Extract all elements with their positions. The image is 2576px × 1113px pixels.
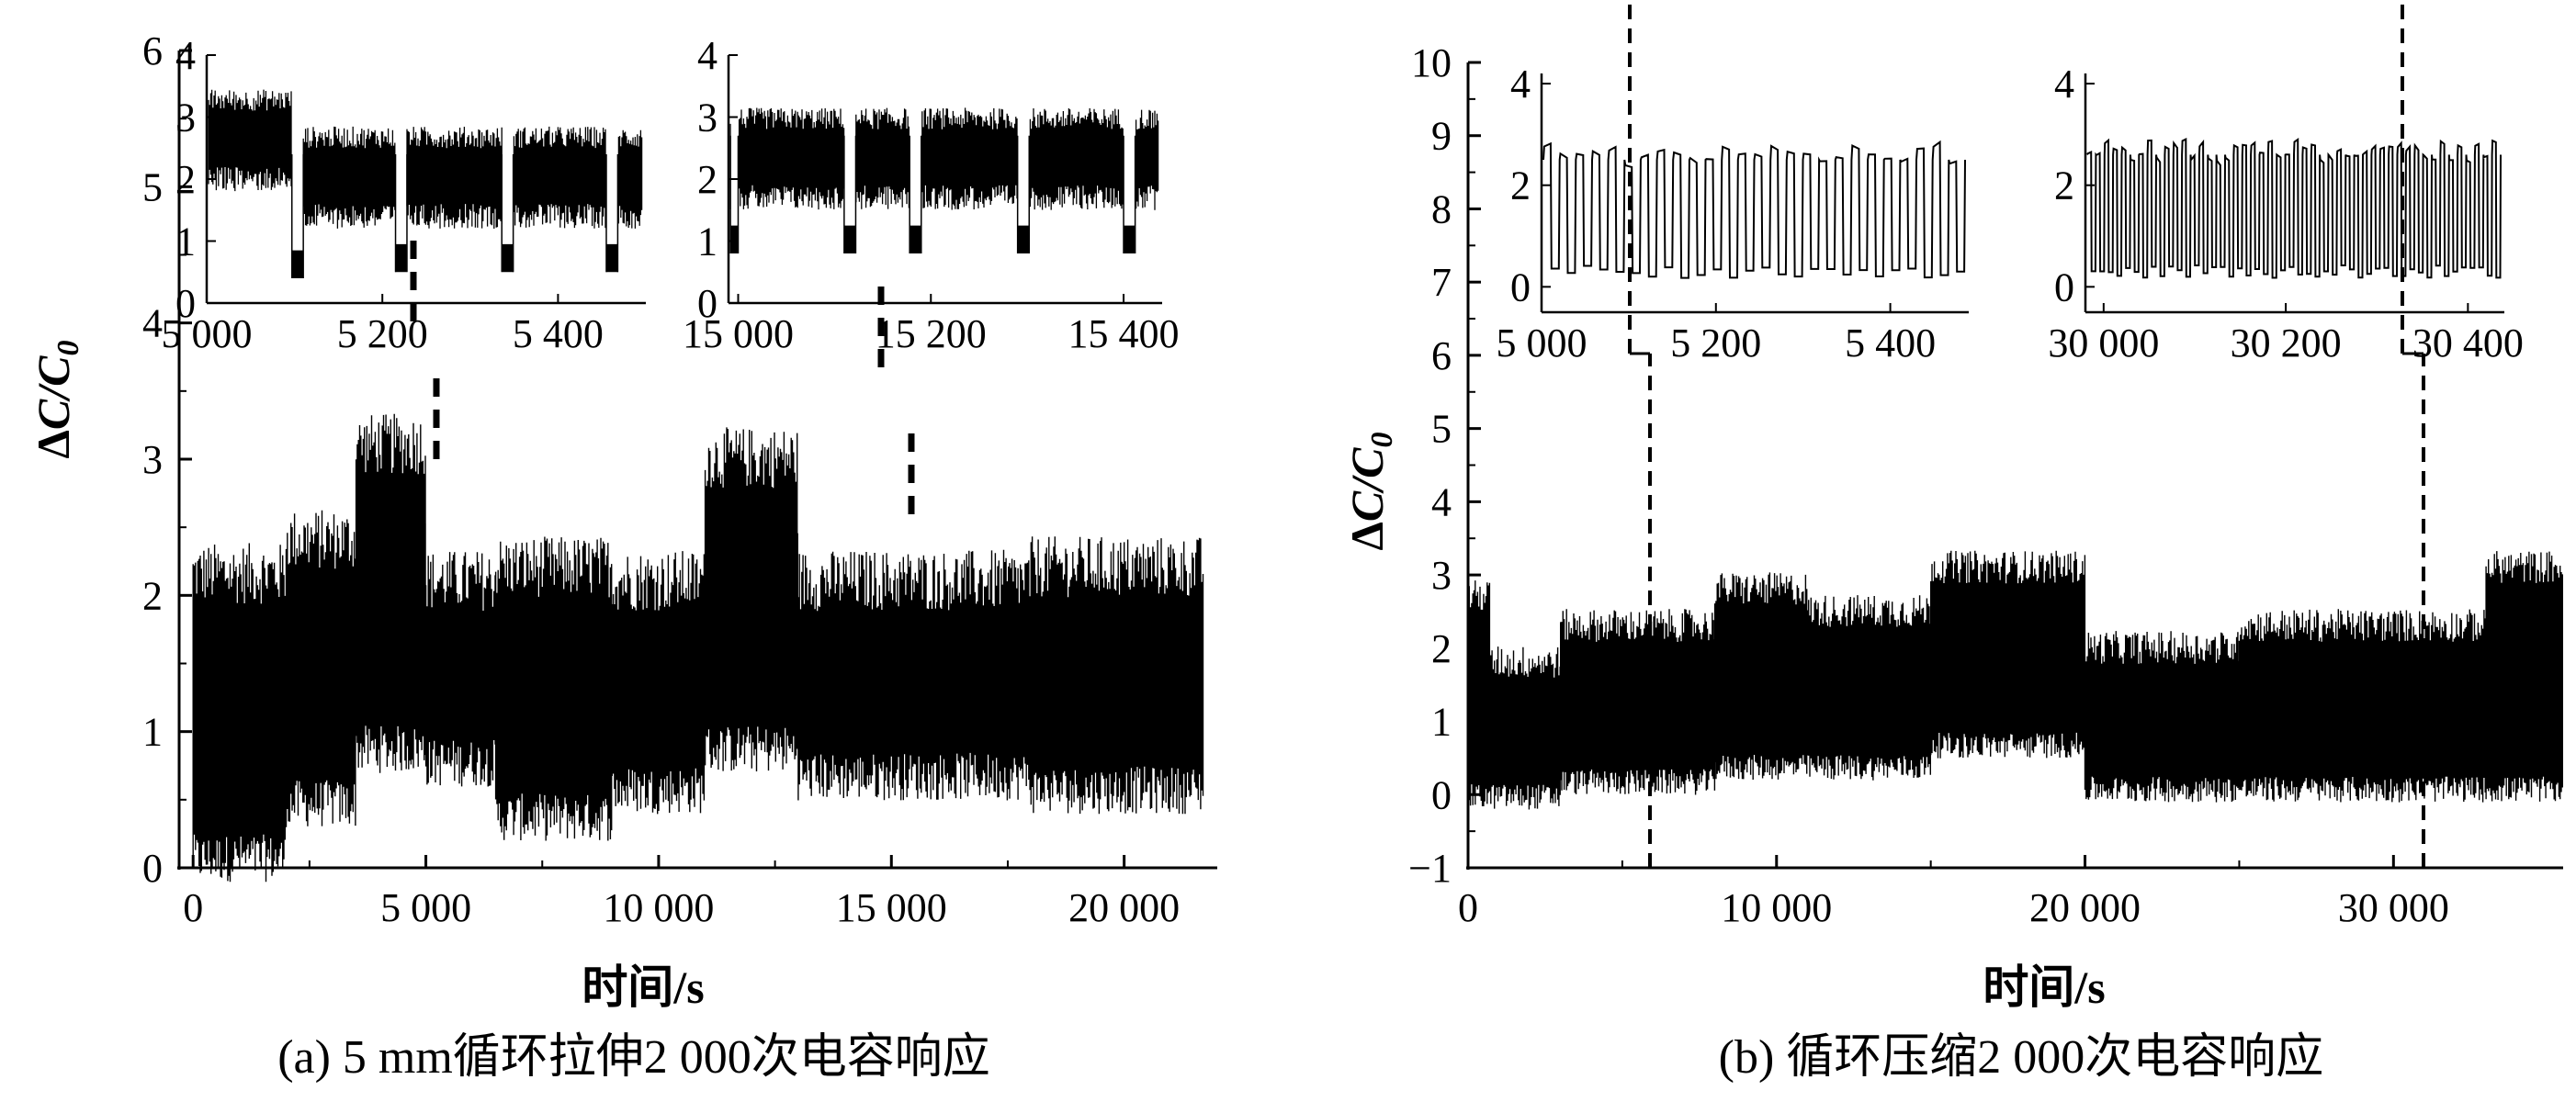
panel-a-series-0-line: [192, 413, 1204, 883]
panel-b-inset-0: 0 2 4 5 000 5 200 5 400: [1497, 62, 1969, 365]
panel-b-inset-0-x-tick-label: 5 400: [1845, 320, 1936, 365]
panel-b-inset-0-y-tick-label: 4: [1510, 62, 1531, 107]
panel-b-y-tick-label: 9: [1431, 114, 1452, 159]
panel-b-y-axis-title: ΔC/C0: [1341, 433, 1399, 551]
panel-b-inset-1-x-tick-label: 30 000: [2048, 320, 2159, 365]
panel-a-caption: (a) 5 mm循环拉伸2 000次电容响应: [277, 1031, 990, 1084]
panel-a-y-tick-label: 4: [142, 301, 163, 346]
panel-b-inset-1: 0 2 4 30 000 30 200 30 400: [2048, 62, 2524, 365]
panel-b-y-tick-label: 4: [1431, 479, 1452, 524]
panel-b-x-tick-label: 0: [1458, 885, 1478, 930]
panel-a-y-tick-label: 1: [142, 710, 163, 755]
panel-a-x-tick-label: 15 000: [836, 885, 947, 930]
panel-a-inset-0-x-tick-label: 5 000: [162, 311, 253, 356]
panel-a-inset-1: 0 1 2 3 4 15 000 15 200 15 400: [683, 33, 1180, 356]
panel-b-series-0-line: [1467, 550, 2563, 810]
panel-a-inset-1-y-tick-label: 4: [697, 33, 717, 78]
panel-a-inset-1-y-tick-label: 0: [697, 281, 717, 326]
panel-a-y-tick-label: 5: [142, 164, 163, 209]
panel-b-inset-1-y-tick-label: 0: [2054, 264, 2074, 309]
panel-a-y-tick-label: 0: [142, 846, 163, 891]
panel-b-x-tick-label: 20 000: [2029, 885, 2141, 930]
panel-a-x-tick-label: 10 000: [603, 885, 714, 930]
panel-b-inset-1-y-tick-label: 2: [2054, 163, 2074, 208]
panel-b-inset-0-x-tick-label: 5 000: [1497, 320, 1587, 365]
panel-b-inset-1-signal: [2086, 137, 2502, 279]
panel-a-x-tick-label: 20 000: [1068, 885, 1180, 930]
panel-a-y-tick-label: 6: [142, 28, 163, 73]
panel-a-y-axis-title: ΔC/C0: [28, 341, 85, 459]
panel-b-inset-0-x-tick-label: 5 200: [1670, 320, 1761, 365]
panel-b-plot-data: [1467, 550, 2563, 810]
panel-a-inset-1-y-tick-label: 2: [697, 157, 717, 202]
panel-b-y-tick-label: 10: [1411, 40, 1452, 85]
panel-b-x-tick-label: 30 000: [2338, 885, 2449, 930]
panel-b-inset-0-y-tick-label: 2: [1510, 163, 1531, 208]
panel-b-inset-0-background: [1542, 73, 1969, 312]
panel-b-x-axis-title: 时间/s: [1983, 961, 2105, 1013]
panel-b-y-tick-label: −1: [1408, 846, 1452, 891]
panel-a-x-axis-title: 时间/s: [582, 961, 704, 1013]
panel-b-inset-0-y-tick-label: 0: [1510, 264, 1531, 309]
panel-b-y-tick-label: 7: [1431, 260, 1452, 305]
panel-a-inset-1-x-tick-label: 15 400: [1068, 311, 1180, 356]
panel-a-inset-0-x-tick-label: 5 400: [513, 311, 604, 356]
panel-a-inset-1-y-tick-label: 1: [697, 219, 717, 264]
panel-b-inset-1-y-tick-label: 4: [2054, 62, 2074, 107]
panel-b-insets: 0 2 4 5 000 5 200 5 400 0 2 4 30 000 30 200 30 400: [1497, 62, 2524, 365]
panel-a-plot-data: [192, 413, 1204, 883]
panel-b-inset-0-signal: [1542, 140, 1966, 279]
panel-b-y-tick-label: 8: [1431, 186, 1452, 231]
panel-a-inset-1-x-tick-label: 15 000: [683, 311, 794, 356]
panel-b-y-tick-label: 1: [1431, 700, 1452, 745]
panel-a-y-tick-label: 2: [142, 573, 163, 618]
panel-b-caption: (b) 循环压缩2 000次电容响应: [1719, 1031, 2324, 1084]
panel-b-y-tick-label: 2: [1431, 626, 1452, 671]
panel-b-y-tick-label: 0: [1431, 772, 1452, 817]
panel-a-inset-1-x-tick-label: 15 200: [876, 311, 987, 356]
panel-a-inset-0-signal: [208, 89, 643, 278]
panel-a-x-tick-label: 0: [183, 885, 203, 930]
panel-a-inset-1-y-tick-label: 3: [697, 96, 717, 141]
panel-b-y-tick-label: 6: [1431, 333, 1452, 378]
panel-b-inset-1-x-tick-label: 30 200: [2231, 320, 2342, 365]
panel-b-y-tick-label: 3: [1431, 553, 1452, 598]
panel-a-x-tick-label: 5 000: [380, 885, 471, 930]
panel-a-y-tick-label: 3: [142, 437, 163, 482]
panel-b-x-tick-label: 10 000: [1721, 885, 1832, 930]
panel-b-y-tick-label: 5: [1431, 407, 1452, 452]
panel-b-inset-1-x-tick-label: 30 400: [2412, 320, 2524, 365]
